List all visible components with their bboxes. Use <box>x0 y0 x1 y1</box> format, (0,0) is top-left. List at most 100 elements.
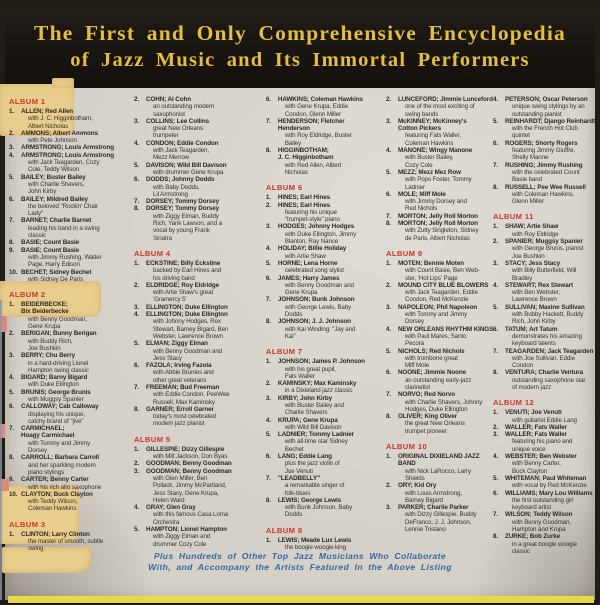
entry-desc-line: Cole, Teddy Wilson <box>28 166 80 174</box>
entry: 7. HENDERSON; Fletcher Henderson with Roy E… <box>266 118 386 147</box>
entry: 5. MEZZ; Mezz Mez Row with Pops Foster, To… <box>386 169 493 191</box>
entry-number: 6. <box>134 362 140 370</box>
entry-desc-line: Kai" <box>284 332 296 340</box>
entry-number: 3. <box>134 117 140 125</box>
entry-desc-line: with guitarist Eddie Lang <box>511 416 577 424</box>
entry-desc-line: featuring Jimmy Giuffre, <box>511 147 576 155</box>
entry: 1. HINES; Earl Hines <box>266 194 386 201</box>
entry-title-line: 1. SHAW; Artie Shaw <box>492 223 559 231</box>
entry-number: 1. <box>9 108 15 115</box>
entry-number: 4. <box>265 416 271 424</box>
entry-title-line: 1. CLINTON; Larry Clinton <box>9 530 90 538</box>
entry-desc-line: Pecora <box>404 340 424 348</box>
entry: 6. NOONE; Jimmie Noone an outstanding earl… <box>386 369 493 391</box>
entry-desc-line: swing <box>28 545 44 553</box>
entry: 8. CARROLL; Barbara Carroll and her sparkl… <box>9 454 134 476</box>
entry-desc-line: Coleman Hawkins <box>28 505 77 513</box>
entry: 8. JOHNSON; J. J. Johnson with Kai Winding… <box>266 318 386 340</box>
tape-patch-album2 <box>0 281 101 317</box>
entry-number: 5. <box>9 388 15 396</box>
entry-desc-line: with Roy Eldridge <box>511 230 559 238</box>
entry: 7. RUSHING; Jimmy Rushing with the celebra… <box>493 162 595 184</box>
entry-title-line: 2. GOODMAN; Benny Goodman <box>134 460 232 468</box>
entry: 1. ORIGINAL DIXIELAND JAZZ BAND with Nick L… <box>386 453 493 482</box>
entry-desc-line: Pollack, Jimmy McPartland, <box>153 482 227 490</box>
entry-title-line: 6. MOLE; Miff Mole <box>385 190 446 198</box>
entry-desc-line: with Charlie Shavers, <box>28 180 85 188</box>
entry: 5. DAVISON; Wild Bill Davison with drummer… <box>134 162 266 177</box>
entry-number: 1. <box>9 301 15 309</box>
entry-title-line: 1. HINES; Earl Hines <box>265 194 331 202</box>
entry-number: 5. <box>492 303 499 311</box>
entry: 4. GRAY; Glen Gray with this famous Casa L… <box>134 504 266 526</box>
entry-desc-line: unique voice <box>511 445 546 453</box>
entry: 1. LEWIS; Meade Lux Lewis the boogie woogi… <box>266 537 386 552</box>
entry-title-line: 4. PETERSON; Oscar Peterson <box>492 96 588 103</box>
entry-number: 7. <box>265 296 271 304</box>
entry-desc-line: with Ziggy Elman and <box>153 533 211 541</box>
entry-desc-line: Bechet <box>284 445 304 453</box>
entry-title-line: 8. HIGGINBOTHAM; <box>265 147 329 155</box>
album-header: ALBUM 1 <box>9 97 46 106</box>
entry: 4. STEWART; Rex Stewart with Ben Webster, L… <box>493 282 595 304</box>
entry-title-line: 6. BAILEY; Mildred Bailey <box>9 195 88 203</box>
entry-number: 1. <box>492 223 499 231</box>
entry-title-line: 2. HINES; Earl Hines <box>265 201 331 209</box>
entry-title-line: 1. MOTEN; Bennie Moten <box>385 259 464 267</box>
entry: 5. ELMAN; Ziggy Elman with Benny Goodman a… <box>134 340 266 362</box>
entry-desc-line: Condon, Glenn Miller <box>284 110 342 118</box>
entry-number: 1. <box>265 536 271 544</box>
entry: 5. BRUNIS; George Brunis with Muggsy Spani… <box>9 389 134 404</box>
album-header: ALBUM 6 <box>265 183 303 193</box>
album-header: ALBUM 11 <box>492 212 534 222</box>
entry-number: 8. <box>265 318 271 326</box>
entry-number: 4. <box>265 245 271 253</box>
entry-title-line: 2. COHN; Al Cohn <box>134 96 191 103</box>
entry: 3. ARMSTRONG; Louis Armstrong <box>9 144 134 151</box>
entry-desc-line: featuring his piano and <box>511 438 573 446</box>
entry-desc-line: plus the jazz violin of <box>284 460 340 468</box>
entry-number: 4. <box>134 139 140 147</box>
entry-desc-line: with Ziggy Elman, Buddy <box>153 212 219 220</box>
entry-desc-line: 'Gramercy 5' <box>153 296 187 304</box>
entry-title-line: 7. HENDERSON; Fletcher <box>265 117 345 125</box>
entry: 6. FAZOLA; Irving Fazola with Abbie Brunie… <box>134 362 266 384</box>
entry-desc-line: with Wild Bill Davison <box>284 423 342 431</box>
entry-desc-line: with Baby Dodds, <box>153 183 200 191</box>
entry-desc-line: with Duke Ellington, Jimmy <box>284 230 357 238</box>
entry-desc-line: with Roy Eldridge, Buster <box>284 132 352 140</box>
column: 4. PETERSON; Oscar Peterson unique swing s… <box>492 96 595 555</box>
entry: 1. ALLEN; Red Allen with J. C. Higginbotha… <box>9 108 134 130</box>
entry: 2. AMMONS; Albert Ammons with Pete Johnson <box>9 130 134 145</box>
entry-desc-line: the master of smooth, subtle <box>28 538 104 546</box>
entry-number: 8. <box>134 205 140 213</box>
entry-desc-line: great New Orleans <box>153 125 203 133</box>
entry-title-line: 5. MEZZ; Mezz Mez Row <box>385 168 461 176</box>
entry-title-line: 5. BRUNIS; George Brunis <box>9 388 91 396</box>
entry-desc-line: with Pete Johnson <box>28 137 77 145</box>
entry-number: 4. <box>385 325 392 333</box>
entry-number: 6. <box>492 139 499 147</box>
entry-title-line: 4. BIGARD; Barny Bigard <box>9 374 88 382</box>
entry-number: 2. <box>134 460 140 468</box>
entry: 6. ROGERS; Shorty Rogers featuring Jimmy G… <box>493 140 595 162</box>
entry: 5. HORNE; Lena Horne celebrated song styli… <box>266 260 386 275</box>
entry-number: 5. <box>492 474 499 482</box>
entry-title-line: 6. CALLOWAY; Cab Calloway <box>9 403 99 411</box>
entry-desc-line: the first outstanding girl <box>511 496 574 504</box>
entry-title-line: 5. REINHARDT; Django Reinhardt <box>492 117 595 125</box>
entry-desc-line: Webster, Lawrence Brown <box>153 332 223 340</box>
entry-number: 2. <box>134 96 140 103</box>
entry-title-line: 2. KAMINSKY; Max Kaminsky <box>265 380 357 388</box>
entry-title-line: 8. JOHNSON; J. J. Johnson <box>265 318 351 326</box>
entry-number: 3. <box>9 144 15 152</box>
tape-strip-bottom-edge <box>8 596 594 603</box>
entry-desc-line: a remarkable singer of <box>284 482 345 490</box>
entry-desc-line: an outstanding early-jazz <box>404 376 472 384</box>
entry: 1. MOTEN; Bennie Moten with Count Basie, B… <box>386 260 493 282</box>
entry-title-line: 4. WEBSTER; Ben Webster <box>492 453 577 461</box>
entry-title-line: 4. HOLIDAY; Billie Holiday <box>265 245 347 253</box>
entry: 7. BARNET; Charlie Barnet leading his band… <box>9 217 134 239</box>
entry-number: 4. <box>134 504 140 512</box>
edge-mark-2 <box>0 424 5 438</box>
